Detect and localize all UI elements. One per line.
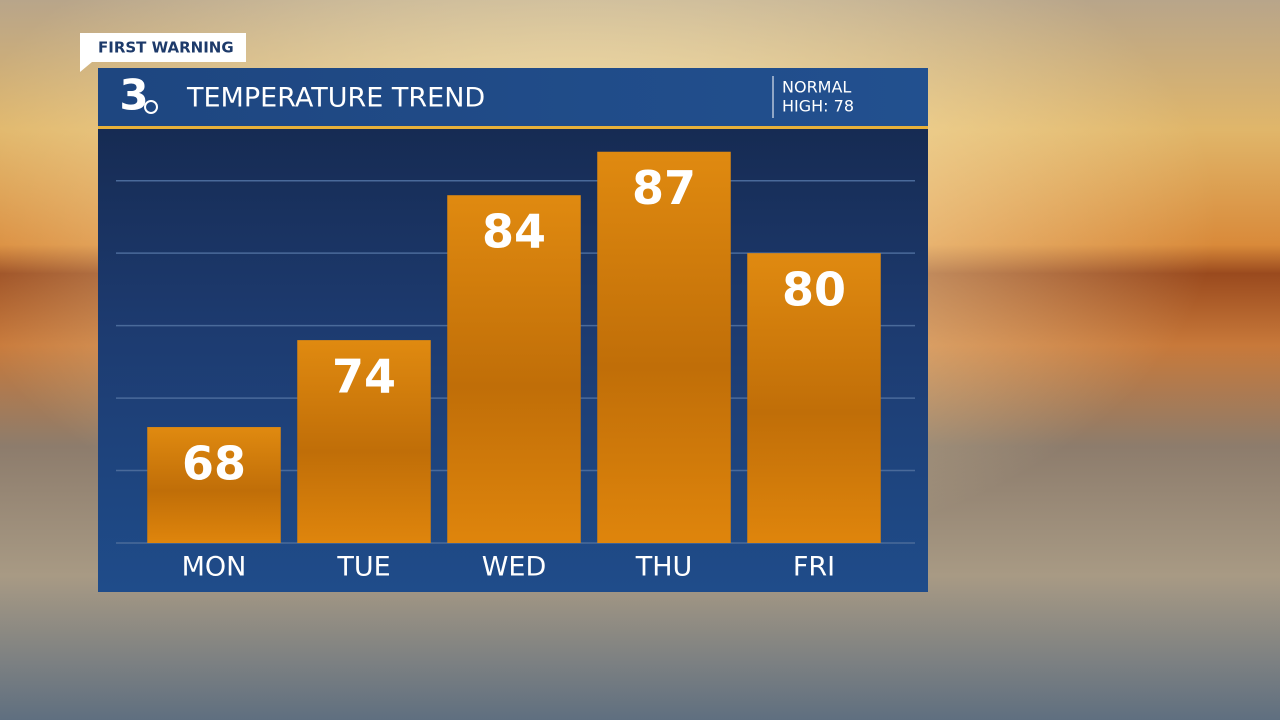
x-tick-label: THU (635, 552, 693, 583)
normal-value: HIGH: 78 (782, 97, 854, 116)
x-tick-label: MON (182, 552, 247, 583)
chart-title: TEMPERATURE TREND (186, 83, 485, 114)
banner-tail (80, 62, 92, 72)
bar (297, 340, 431, 543)
header-rule (98, 126, 928, 129)
bar (747, 253, 881, 543)
banner-text: FIRST WARNING (98, 39, 234, 57)
value-label: 84 (482, 205, 546, 259)
value-label: 68 (182, 437, 246, 491)
x-tick-label: TUE (336, 552, 390, 583)
x-tick-label: FRI (793, 552, 835, 583)
x-tick-label: WED (482, 552, 547, 583)
bar (447, 195, 581, 544)
logo-eye (144, 100, 158, 114)
value-label: 87 (632, 161, 696, 215)
value-label: 74 (332, 350, 396, 404)
bar (597, 151, 731, 543)
normal-label: NORMAL (782, 78, 851, 97)
panel-header (98, 68, 928, 126)
banner-box (80, 33, 246, 62)
bar (147, 427, 281, 543)
logo: 3 (119, 71, 148, 120)
value-label: 80 (782, 263, 846, 317)
